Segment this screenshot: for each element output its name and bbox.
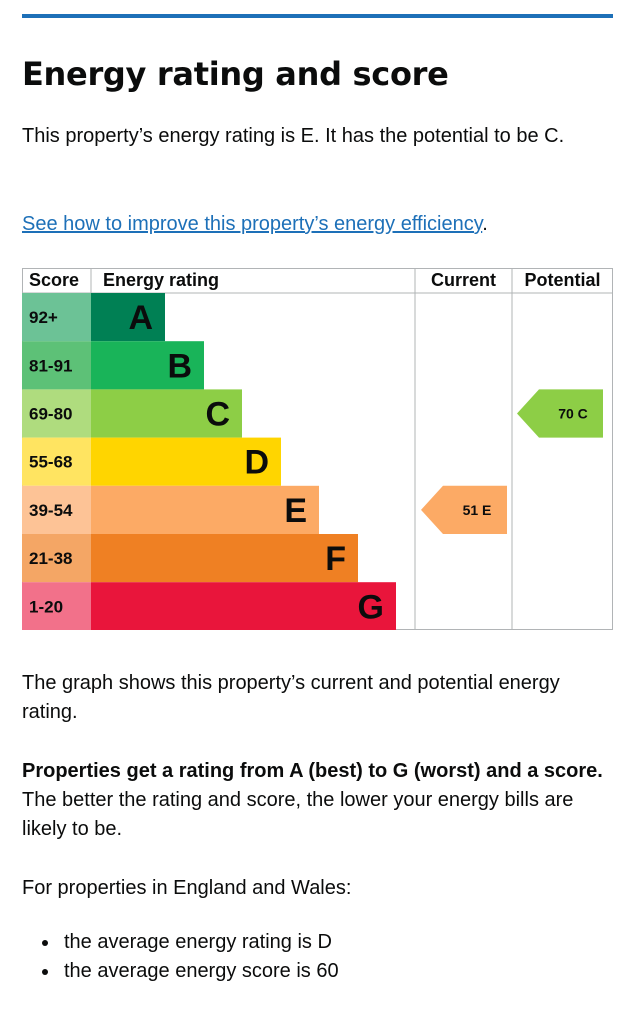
score-range-f: 21-38 xyxy=(29,549,72,568)
rating-explanation-rest: The better the rating and score, the low… xyxy=(22,789,574,840)
rating-summary: This property’s energy rating is E. It h… xyxy=(22,125,565,147)
band-letter-e: E xyxy=(284,492,307,530)
list-item: the average energy score is 60 xyxy=(60,957,339,986)
score-range-a: 92+ xyxy=(29,308,58,327)
rating-explanation: Properties get a rating from A (best) to… xyxy=(22,757,617,844)
potential-rating-arrow xyxy=(517,389,603,438)
score-cell-c xyxy=(22,389,91,438)
band-letter-a: A xyxy=(128,299,153,337)
score-range-e: 39-54 xyxy=(29,501,73,520)
list-item: the average energy rating is D xyxy=(60,928,339,957)
potential-rating-label: 70 C xyxy=(558,406,588,422)
band-bar-d xyxy=(91,437,281,486)
band-bar-c xyxy=(91,389,242,438)
score-range-g: 1-20 xyxy=(29,597,63,616)
score-cell-d xyxy=(22,437,91,486)
graph-description: The graph shows this property’s current … xyxy=(22,672,560,723)
band-letter-c: C xyxy=(205,396,230,434)
header-potential: Potential xyxy=(524,270,600,290)
band-letter-g: G xyxy=(358,588,384,626)
header-current: Current xyxy=(431,270,496,290)
average-intro: For properties in England and Wales: xyxy=(22,877,352,899)
header-energy-rating: Energy rating xyxy=(103,270,219,290)
score-cell-e xyxy=(22,485,91,534)
improve-suffix: . xyxy=(482,213,488,235)
current-rating-label: 51 E xyxy=(463,502,492,518)
band-bar-e xyxy=(91,485,319,534)
improve-paragraph: See how to improve this property’s energ… xyxy=(22,210,617,239)
score-range-b: 81-91 xyxy=(29,356,72,375)
score-cell-g xyxy=(22,582,91,630)
energy-rating-chart: Score Energy rating Current Potential 92+ A 81… xyxy=(22,268,613,630)
top-border xyxy=(22,14,613,18)
page-title: Energy rating and score xyxy=(22,55,449,93)
rating-explanation-bold: Properties get a rating from A (best) to… xyxy=(22,760,603,782)
band-letter-b: B xyxy=(167,347,192,385)
band-bar-a xyxy=(91,293,165,342)
band-bar-b xyxy=(91,341,204,390)
score-cell-a xyxy=(22,293,91,342)
score-range-d: 55-68 xyxy=(29,453,72,472)
band-letter-f: F xyxy=(325,540,346,578)
average-list: the average energy rating is D the avera… xyxy=(22,928,339,986)
band-letter-d: D xyxy=(244,444,269,482)
improve-efficiency-link[interactable]: See how to improve this property’s energ… xyxy=(22,213,483,235)
current-rating-arrow xyxy=(421,485,507,534)
band-bar-f xyxy=(91,534,358,583)
header-score: Score xyxy=(29,270,79,290)
band-bar-g xyxy=(91,582,396,630)
score-cell-b xyxy=(22,341,91,390)
score-range-c: 69-80 xyxy=(29,405,72,424)
score-cell-f xyxy=(22,534,91,583)
